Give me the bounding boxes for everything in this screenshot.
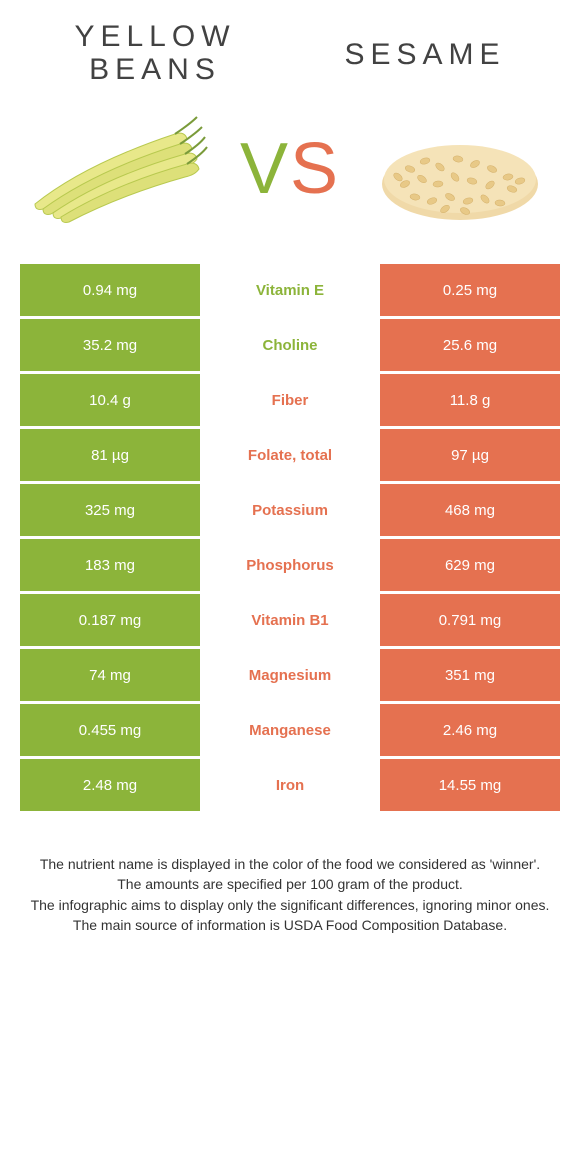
right-value: 0.25 mg	[380, 264, 560, 316]
vs-s: S	[290, 128, 340, 210]
left-value: 0.455 mg	[20, 704, 200, 756]
table-row: 0.187 mgVitamin B10.791 mg	[20, 594, 560, 646]
table-row: 35.2 mgCholine25.6 mg	[20, 319, 560, 371]
nutrient-label: Choline	[200, 319, 380, 371]
sesame-icon	[370, 109, 550, 229]
right-value: 25.6 mg	[380, 319, 560, 371]
nutrient-label: Potassium	[200, 484, 380, 536]
footer-line3: The infographic aims to display only the…	[30, 895, 550, 915]
nutrient-label: Manganese	[200, 704, 380, 756]
left-value: 183 mg	[20, 539, 200, 591]
left-food-title-line2: BEANS	[89, 53, 221, 86]
footer-line4: The main source of information is USDA F…	[30, 915, 550, 935]
footer-line1: The nutrient name is displayed in the co…	[30, 854, 550, 874]
left-food-image	[20, 104, 220, 234]
right-value: 2.46 mg	[380, 704, 560, 756]
table-row: 2.48 mgIron14.55 mg	[20, 759, 560, 811]
right-value: 629 mg	[380, 539, 560, 591]
right-value: 14.55 mg	[380, 759, 560, 811]
vs-v: V	[240, 128, 290, 210]
footer-line2: The amounts are specified per 100 gram o…	[30, 874, 550, 894]
right-food-title-col: SESAME	[290, 20, 560, 86]
nutrient-label: Magnesium	[200, 649, 380, 701]
table-row: 183 mgPhosphorus629 mg	[20, 539, 560, 591]
left-value: 81 µg	[20, 429, 200, 481]
table-row: 81 µgFolate, total97 µg	[20, 429, 560, 481]
left-value: 0.94 mg	[20, 264, 200, 316]
left-food-title: YELLOW BEANS	[20, 20, 290, 86]
nutrient-label: Iron	[200, 759, 380, 811]
table-row: 10.4 gFiber11.8 g	[20, 374, 560, 426]
left-value: 2.48 mg	[20, 759, 200, 811]
left-value: 0.187 mg	[20, 594, 200, 646]
nutrient-label: Fiber	[200, 374, 380, 426]
right-value: 97 µg	[380, 429, 560, 481]
nutrient-label: Phosphorus	[200, 539, 380, 591]
left-value: 325 mg	[20, 484, 200, 536]
nutrient-label: Folate, total	[200, 429, 380, 481]
left-food-title-line1: YELLOW	[74, 20, 235, 53]
right-food-title: SESAME	[290, 38, 560, 71]
right-food-image	[360, 104, 560, 234]
left-value: 35.2 mg	[20, 319, 200, 371]
vs-label: VS	[240, 128, 340, 210]
header-titles: YELLOW BEANS SESAME	[0, 0, 580, 86]
footer-notes: The nutrient name is displayed in the co…	[0, 814, 580, 935]
left-food-title-col: YELLOW BEANS	[20, 20, 290, 86]
nutrient-label: Vitamin E	[200, 264, 380, 316]
table-row: 74 mgMagnesium351 mg	[20, 649, 560, 701]
left-value: 10.4 g	[20, 374, 200, 426]
beans-icon	[25, 109, 215, 229]
right-value: 11.8 g	[380, 374, 560, 426]
table-row: 0.94 mgVitamin E0.25 mg	[20, 264, 560, 316]
comparison-table: 0.94 mgVitamin E0.25 mg35.2 mgCholine25.…	[20, 264, 560, 811]
table-row: 325 mgPotassium468 mg	[20, 484, 560, 536]
right-value: 468 mg	[380, 484, 560, 536]
right-value: 351 mg	[380, 649, 560, 701]
nutrient-label: Vitamin B1	[200, 594, 380, 646]
table-row: 0.455 mgManganese2.46 mg	[20, 704, 560, 756]
left-value: 74 mg	[20, 649, 200, 701]
vs-row: VS	[0, 86, 580, 264]
right-value: 0.791 mg	[380, 594, 560, 646]
